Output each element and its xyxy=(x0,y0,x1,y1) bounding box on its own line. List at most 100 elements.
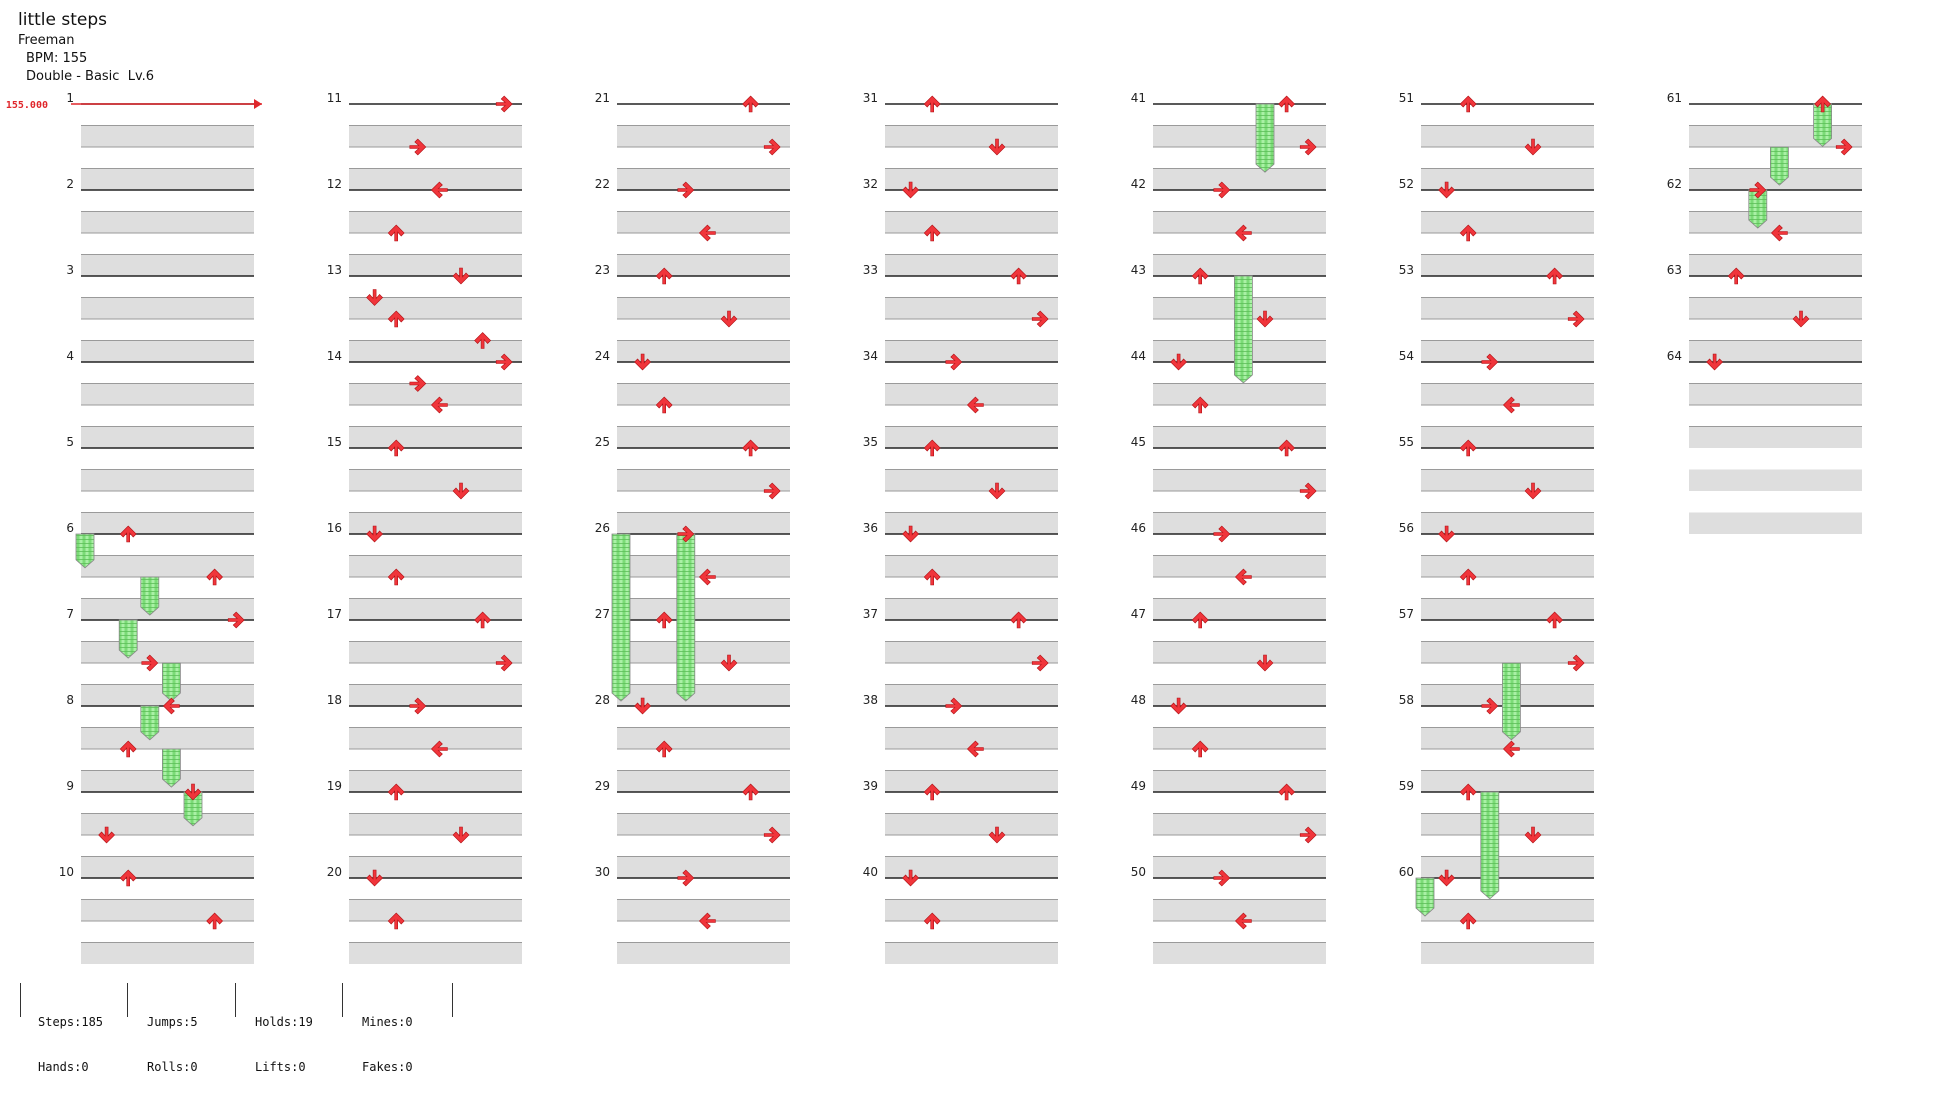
measure-number: 7 xyxy=(66,607,74,621)
measure-number: 57 xyxy=(1399,607,1414,621)
measure-number: 26 xyxy=(595,521,610,535)
beat-shade xyxy=(617,383,790,405)
measure-number: 50 xyxy=(1131,865,1146,879)
beat-shade xyxy=(81,426,254,448)
measure-number: 33 xyxy=(863,263,878,277)
beat-shade xyxy=(617,856,790,878)
measure-number: 63 xyxy=(1667,263,1682,277)
measure-number: 35 xyxy=(863,435,878,449)
beat-shade xyxy=(1421,297,1594,319)
measure-number: 53 xyxy=(1399,263,1414,277)
beat-shade xyxy=(1689,383,1862,405)
measure-number: 12 xyxy=(327,177,342,191)
beat-shade xyxy=(349,684,522,706)
hold-bar xyxy=(75,533,95,569)
step-chart: 1234567891011121314151617181920212223242… xyxy=(6,91,1862,964)
beat-shade xyxy=(1153,899,1326,921)
beat-shade xyxy=(1153,254,1326,276)
beat-shade xyxy=(885,383,1058,405)
hold-bar xyxy=(1415,877,1435,917)
step-arrow xyxy=(1459,95,1477,113)
measure-number: 34 xyxy=(863,349,878,363)
song-bpm: BPM: 155 xyxy=(26,51,88,66)
measure-number: 32 xyxy=(863,177,878,191)
beat-shade xyxy=(349,942,522,964)
beat-shade xyxy=(1153,125,1326,147)
beat-shade xyxy=(617,168,790,190)
measure-number: 21 xyxy=(595,91,610,105)
measure-number: 27 xyxy=(595,607,610,621)
beat-shade xyxy=(617,770,790,792)
measure-number: 29 xyxy=(595,779,610,793)
beat-shade xyxy=(81,340,254,362)
beat-shade xyxy=(349,856,522,878)
stat-holds: Holds:19 xyxy=(255,1015,313,1029)
measure-number: 11 xyxy=(327,91,342,105)
measure-number: 43 xyxy=(1131,263,1146,277)
measure-number: 15 xyxy=(327,435,342,449)
beat-shade xyxy=(617,555,790,577)
beat-shade xyxy=(617,125,790,147)
measure-number: 25 xyxy=(595,435,610,449)
bpm-marker: 155.000 xyxy=(6,100,48,111)
beat-shade xyxy=(1153,383,1326,405)
hold-bar xyxy=(1480,791,1500,900)
measure-number: 42 xyxy=(1131,177,1146,191)
measure-number: 60 xyxy=(1399,865,1414,879)
measure-number: 22 xyxy=(595,177,610,191)
arrow-u-icon xyxy=(923,95,941,113)
measure-number: 13 xyxy=(327,263,342,277)
beat-shade xyxy=(1421,641,1594,663)
beat-shade xyxy=(1689,297,1862,319)
beat-shade xyxy=(1421,125,1594,147)
measure-number: 14 xyxy=(327,349,342,363)
beat-shade xyxy=(1689,340,1862,362)
beat-shade xyxy=(617,899,790,921)
beat-shade xyxy=(1421,555,1594,577)
measure-number: 24 xyxy=(595,349,610,363)
beat-shade xyxy=(349,297,522,319)
beat-shade xyxy=(349,727,522,749)
beat-shade xyxy=(885,512,1058,534)
beat-shade xyxy=(1689,469,1862,491)
measure-number: 64 xyxy=(1667,349,1682,363)
beat-shade xyxy=(885,856,1058,878)
beat-shade xyxy=(1153,598,1326,620)
beat-shade xyxy=(1689,426,1862,448)
beat-shade xyxy=(885,469,1058,491)
arrow-u-icon xyxy=(1278,95,1296,113)
hold-bar xyxy=(1770,146,1789,186)
measure-number: 54 xyxy=(1399,349,1414,363)
measure-number: 40 xyxy=(863,865,878,879)
beat-shade xyxy=(349,598,522,620)
measure-number: 39 xyxy=(863,779,878,793)
hold-bar xyxy=(118,619,138,659)
beat-shade xyxy=(1689,125,1862,147)
beat-shade xyxy=(349,512,522,534)
beat-shade xyxy=(617,727,790,749)
beat-shade xyxy=(885,426,1058,448)
beat-shade xyxy=(1153,512,1326,534)
measure-number: 61 xyxy=(1667,91,1682,105)
beat-shade xyxy=(617,942,790,964)
beat-shade xyxy=(885,168,1058,190)
arrow-u-icon xyxy=(1459,95,1477,113)
hold-bar xyxy=(140,705,160,741)
beat-shade xyxy=(617,598,790,620)
hold-bar xyxy=(1502,662,1521,741)
beat-shade xyxy=(885,555,1058,577)
beat-shade xyxy=(81,383,254,405)
beat-shade xyxy=(349,469,522,491)
song-artist: Freeman xyxy=(18,33,75,48)
beat-shade xyxy=(1689,512,1862,534)
beat-shade xyxy=(885,727,1058,749)
beat-shade xyxy=(349,125,522,147)
beat-shade xyxy=(1421,813,1594,835)
measure-number: 38 xyxy=(863,693,878,707)
hold-bar xyxy=(140,576,160,616)
beat-shade xyxy=(617,297,790,319)
hold-bar xyxy=(162,748,181,788)
measure-number: 16 xyxy=(327,521,342,535)
measure-number: 30 xyxy=(595,865,610,879)
beat-shade xyxy=(81,856,254,878)
